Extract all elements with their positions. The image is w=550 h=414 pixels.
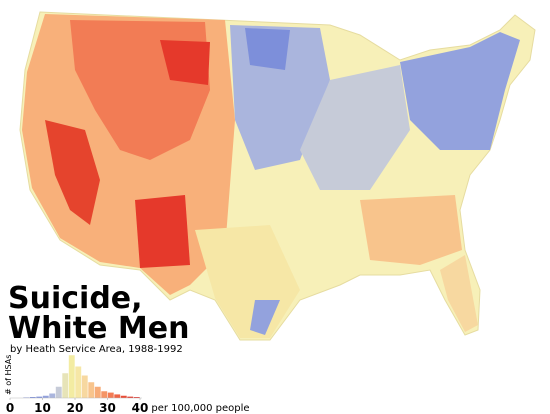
histogram-bar xyxy=(81,375,88,398)
histogram-bar xyxy=(68,355,75,398)
title-line: White Men xyxy=(8,311,189,346)
texas-coast-blue xyxy=(250,300,280,335)
histogram-bar xyxy=(62,373,69,398)
histogram-bar xyxy=(101,391,108,398)
nm-red-region xyxy=(135,195,190,268)
histogram-bar xyxy=(107,392,114,398)
us-map xyxy=(19,11,536,341)
histogram-bar xyxy=(94,386,101,398)
histogram-bar xyxy=(127,396,134,398)
dakota-blue xyxy=(245,28,290,70)
southwest-red-region xyxy=(45,120,100,225)
x-tick-label: 30 xyxy=(99,401,116,414)
histogram-bar xyxy=(55,386,62,398)
y-axis-label: # of HSAs xyxy=(4,355,13,395)
histogram-bar xyxy=(29,397,36,398)
histogram-bar xyxy=(42,395,49,398)
midwest-blue-region xyxy=(300,65,410,190)
northeast-blue-region xyxy=(400,32,520,150)
subtitle: by Heath Service Area, 1988-1992 xyxy=(10,344,183,355)
histogram-bar xyxy=(120,395,127,398)
southeast-orange-region xyxy=(360,195,462,265)
histogram-bar xyxy=(49,393,56,398)
florida-orange xyxy=(440,255,478,332)
title-line: Suicide, xyxy=(8,281,143,316)
histogram-bar xyxy=(75,366,82,398)
x-tick-label: 40 xyxy=(132,401,149,414)
histogram-bar xyxy=(36,396,43,398)
x-tick-label: 20 xyxy=(67,401,84,414)
montana-red xyxy=(160,40,210,85)
histogram-bar xyxy=(88,382,95,398)
histogram-bar xyxy=(133,397,140,398)
histogram-bar xyxy=(114,394,121,398)
x-tick-label: 0 xyxy=(6,401,14,414)
x-tick-label: 10 xyxy=(34,401,51,414)
x-unit-label: per 100,000 people xyxy=(151,403,249,414)
